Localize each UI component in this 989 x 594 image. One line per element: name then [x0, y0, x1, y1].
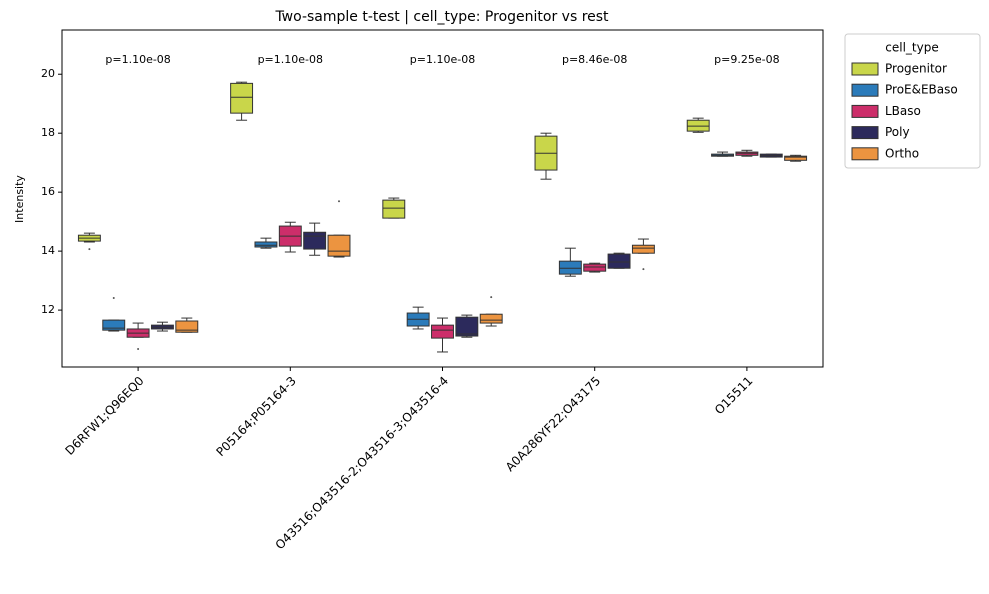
box — [631, 244, 655, 254]
p-value-annotation: p=1.10e-08 — [410, 53, 475, 66]
legend-swatch — [851, 147, 879, 161]
x-tick-label: P05164;P05164-3 — [213, 374, 298, 459]
legend-swatch — [851, 83, 879, 97]
box — [254, 241, 278, 248]
y-tick-label: 14 — [41, 244, 55, 257]
p-value-annotation: p=1.10e-08 — [258, 53, 323, 66]
flier — [490, 296, 493, 299]
box — [784, 155, 808, 161]
box — [175, 320, 199, 333]
box — [455, 316, 479, 337]
x-tick-label: D6RFW1;Q96EQ0 — [63, 374, 147, 458]
legend-label: LBaso — [885, 104, 921, 118]
box — [102, 319, 126, 331]
box — [558, 260, 582, 275]
p-value-annotation: p=9.25e-08 — [714, 53, 779, 66]
p-value-annotation: p=8.46e-08 — [562, 53, 627, 66]
y-axis-label: Intensity — [13, 175, 26, 223]
legend-swatch — [851, 104, 879, 118]
y-tick-label: 12 — [41, 303, 55, 316]
p-value-annotation: p=1.10e-08 — [105, 53, 170, 66]
legend-swatch — [851, 126, 879, 140]
flier — [137, 348, 140, 351]
legend-label: Progenitor — [885, 62, 947, 76]
legend-label: Poly — [885, 125, 910, 139]
y-tick-label: 16 — [41, 185, 55, 198]
legend-title: cell_type — [885, 41, 938, 55]
x-tick-label: A0A286YF22;O43175 — [503, 374, 603, 474]
flier — [112, 297, 115, 300]
flier — [88, 248, 91, 251]
plot-frame — [61, 29, 824, 368]
box — [382, 199, 406, 219]
box — [479, 313, 503, 324]
box — [230, 82, 254, 114]
box — [583, 263, 607, 272]
legend-swatch — [851, 62, 879, 76]
x-tick-label: O15511 — [712, 374, 756, 418]
legend-frame — [844, 33, 981, 169]
y-tick-label: 20 — [41, 67, 55, 80]
y-tick-label: 18 — [41, 126, 55, 139]
box — [327, 234, 351, 257]
legend-label: Ortho — [885, 146, 919, 160]
flier — [642, 268, 645, 271]
legend-label: ProE&EBaso — [885, 83, 958, 97]
chart-title: Two-sample t-test | cell_type: Progenito… — [274, 9, 609, 25]
box — [431, 324, 454, 339]
flier — [338, 200, 341, 203]
box — [303, 231, 327, 250]
x-tick-label: O43516;O43516-2;O43516-3;O43516-4 — [273, 374, 452, 553]
box — [607, 253, 631, 269]
